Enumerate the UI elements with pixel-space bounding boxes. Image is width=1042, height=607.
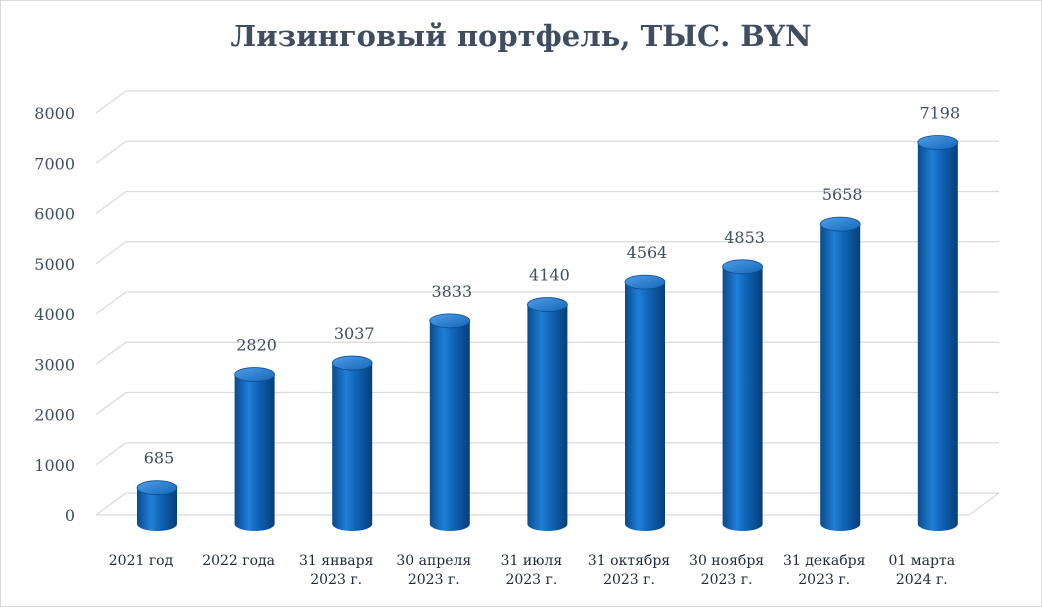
x-tick-label: 01 марта [889, 553, 956, 569]
data-label: 7198 [919, 104, 960, 123]
data-label: 3833 [431, 282, 472, 301]
bar-body [137, 487, 177, 531]
y-tick-label: 7000 [34, 154, 75, 173]
x-tick-label: 31 июля [501, 553, 563, 569]
x-tick-label: 31 января [299, 553, 374, 569]
bar-body [527, 304, 568, 531]
y-tick-label: 1000 [34, 456, 75, 475]
bar-top [331, 355, 373, 371]
gridline-diag [95, 191, 127, 214]
bar-cylinder [722, 259, 763, 531]
bar-cylinder [527, 297, 568, 531]
chart-title: Лизинговый портфель, ТЫС. BYN [230, 19, 812, 53]
floor-right-edge [968, 492, 1000, 516]
y-tick-label: 5000 [34, 255, 75, 274]
bar-body [820, 224, 861, 531]
bar-cylinder [136, 480, 178, 531]
x-tick-label: 2023 г. [603, 572, 655, 588]
bar-body [722, 266, 763, 531]
bar-body [917, 142, 958, 532]
x-tick-label: 31 октября [588, 553, 670, 569]
data-label: 5658 [822, 185, 863, 204]
y-tick-label: 2000 [34, 406, 75, 425]
gridline-diag [95, 442, 127, 466]
y-tick-label: 0 [65, 506, 75, 525]
x-tick-label: 2023 г. [505, 572, 557, 588]
bar-top [917, 135, 959, 150]
x-tick-label: 2023 г. [310, 572, 362, 588]
data-label-layer: 685 2820 3037 3833 4140 4564 4853 5658 7198 [144, 104, 960, 468]
y-tick-label: 6000 [34, 205, 75, 224]
x-tick-label: 2024 г. [896, 572, 948, 588]
bar-top [819, 216, 861, 232]
data-label: 4564 [627, 243, 668, 262]
gridline-diag [95, 492, 127, 516]
x-tick-label: 30 апреля [396, 553, 471, 569]
y-tick-label: 8000 [34, 104, 75, 123]
gridline-diag [95, 291, 127, 315]
bar-cylinder [234, 367, 276, 531]
x-tick-label: 30 ноября [689, 553, 764, 569]
bar-layer [136, 135, 959, 532]
bar-body [332, 363, 373, 531]
x-tick-label: 2023 г. [798, 572, 850, 588]
bar-top [624, 274, 666, 290]
data-label: 2820 [236, 336, 277, 355]
gridline-diag [95, 140, 127, 164]
bar-top [234, 367, 276, 382]
x-axis: 2021 год 2022 года 31 января 2023 г. 30 апре… [109, 553, 955, 588]
gridline-diag [95, 90, 127, 114]
x-tick-label: 2021 год [109, 553, 174, 569]
bar-cylinder [917, 135, 959, 532]
bar-body [234, 374, 275, 531]
x-tick-label: 2022 года [202, 553, 275, 569]
bar-body [625, 282, 665, 531]
bar-body [429, 320, 470, 531]
y-tick-label: 3000 [34, 355, 75, 374]
bar-cylinder [429, 313, 471, 531]
bar-cylinder [819, 216, 861, 531]
gridline-diag [95, 241, 127, 265]
data-label: 4853 [724, 228, 765, 247]
data-label: 685 [144, 449, 175, 468]
y-axis: 0 1000 2000 3000 4000 5000 6000 7000 8000 [34, 104, 75, 525]
gridline-diag [95, 341, 127, 365]
x-tick-label: 2023 г. [701, 572, 753, 588]
gridline-diag [95, 392, 127, 415]
bar-cylinder [624, 274, 666, 531]
data-label: 4140 [529, 266, 570, 285]
bar-top [527, 297, 568, 312]
bar-top [429, 313, 471, 329]
x-tick-label: 2023 г. [408, 572, 460, 588]
bar-top [722, 259, 763, 275]
y-tick-label: 4000 [34, 305, 75, 324]
bar-cylinder [331, 355, 373, 531]
data-label: 3037 [334, 324, 375, 343]
bar-top [136, 480, 178, 496]
x-tick-label: 31 декабря [783, 553, 866, 569]
